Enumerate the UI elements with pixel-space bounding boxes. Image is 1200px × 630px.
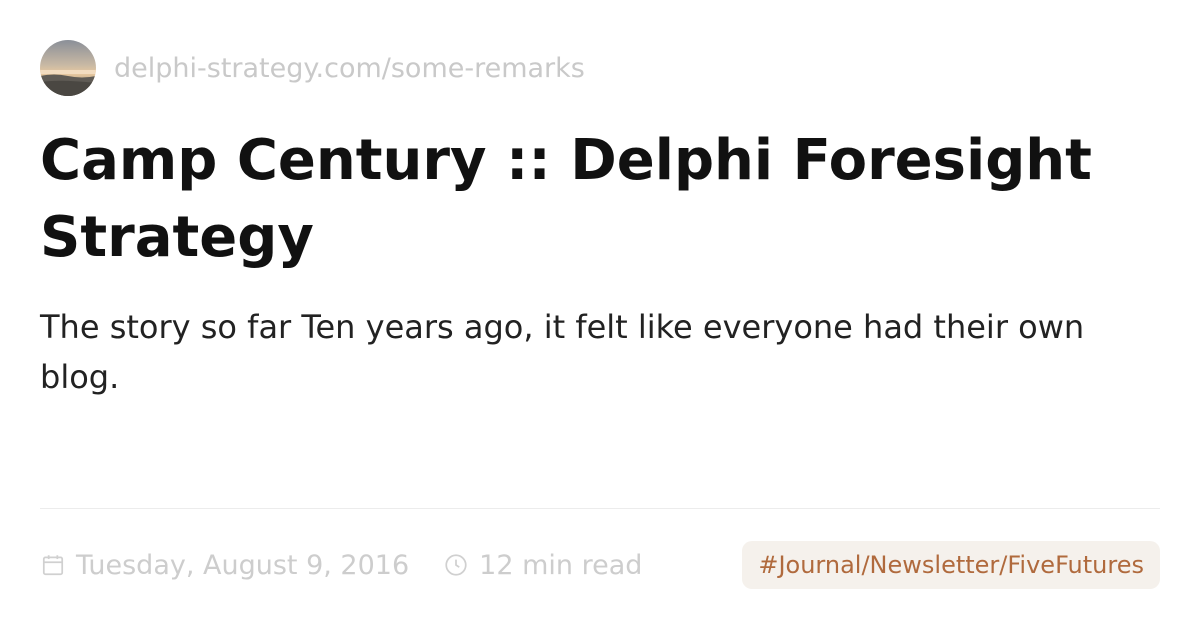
tag-badge[interactable]: #Journal/Newsletter/FiveFutures	[742, 541, 1160, 589]
publish-date-text: Tuesday, August 9, 2016	[76, 549, 410, 581]
article-title: Camp Century :: Delphi Foresight Strateg…	[40, 128, 1092, 270]
site-header: delphi-strategy.com/some-remarks	[40, 40, 585, 96]
publish-date: Tuesday, August 9, 2016	[40, 550, 409, 581]
calendar-icon	[42, 555, 64, 576]
site-url[interactable]: delphi-strategy.com/some-remarks	[114, 52, 585, 84]
read-time: 12 min read	[443, 550, 642, 581]
clock-icon	[445, 554, 467, 576]
landscape-avatar-icon	[40, 40, 96, 96]
article-description: The story so far Ten years ago, it felt …	[40, 308, 1085, 396]
divider	[40, 508, 1160, 509]
article-meta: Tuesday, August 9, 2016 12 min read	[40, 540, 642, 590]
read-time-text: 12 min read	[479, 549, 643, 581]
site-avatar	[40, 40, 96, 96]
